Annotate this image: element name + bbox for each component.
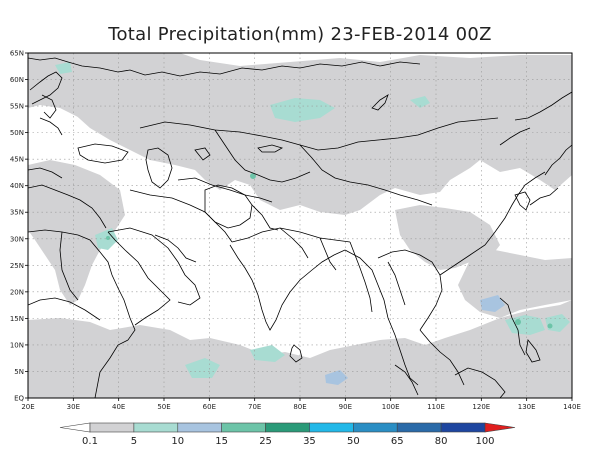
precip-patch — [106, 236, 110, 240]
colorbar-swatch — [265, 422, 310, 433]
precip-patch — [250, 345, 285, 362]
lat-tick-label: 5N — [14, 368, 24, 376]
colorbar: 0.1 5 10 15 25 35 50 65 80 100 — [59, 422, 516, 447]
lat-tick-label: 30N — [10, 235, 24, 243]
lon-tick-label: 80E — [293, 403, 306, 411]
precip-area-china — [395, 205, 500, 270]
colorbar-label: 80 — [435, 436, 448, 447]
lon-tick-label: 50E — [157, 403, 170, 411]
colorbar-over-triangle — [484, 422, 516, 433]
latitude-axis: EQ 5N 10N 15N 20N 25N 30N 35N 40N 45N 50N 55N 60N 65N — [10, 50, 28, 403]
longitude-axis: 20E 30E 40E 50E 60E 70E 80E 90E 100E 110E 120E 130E… — [21, 398, 581, 411]
lon-tick-label: 110E — [427, 403, 445, 411]
precip-patch — [547, 323, 553, 329]
coastlines — [28, 57, 572, 398]
precip-patch — [185, 358, 220, 378]
precip-patch — [515, 319, 521, 325]
precip-patch — [270, 98, 335, 122]
lat-tick-label: 50N — [10, 129, 24, 137]
colorbar-label: 50 — [347, 436, 360, 447]
lon-tick-label: 30E — [67, 403, 80, 411]
colorbar-label: 5 — [131, 436, 137, 447]
lat-tick-label: 40N — [10, 182, 24, 190]
precip-patch — [410, 96, 430, 108]
lon-tick-label: 90E — [339, 403, 352, 411]
precip-patch — [325, 370, 348, 385]
colorbar-label: 65 — [391, 436, 404, 447]
lat-tick-label: 20N — [10, 288, 24, 296]
lon-tick-label: 130E — [518, 403, 536, 411]
colorbar-swatch — [440, 422, 486, 433]
colorbar-under-triangle — [59, 422, 91, 433]
colorbar-swatch — [89, 422, 135, 433]
lat-tick-label: 65N — [10, 50, 24, 58]
precip-patch — [480, 295, 505, 312]
colorbar-swatch — [396, 422, 442, 433]
lat-tick-label: 35N — [10, 209, 24, 217]
precip-patch — [55, 62, 72, 74]
colorbar-label: 0.1 — [82, 436, 98, 447]
colorbar-swatch — [133, 422, 179, 433]
colorbar-swatch — [221, 422, 266, 433]
colorbar-label: 10 — [171, 436, 184, 447]
precip-area-scandinavia — [28, 53, 180, 150]
lat-tick-label: 10N — [10, 341, 24, 349]
lat-tick-label: 15N — [10, 315, 24, 323]
lat-tick-label: EQ — [14, 395, 24, 403]
colorbar-label: 100 — [475, 436, 494, 447]
lon-tick-label: 100E — [382, 403, 400, 411]
precip-area-mideast — [28, 160, 125, 305]
lat-tick-label: 45N — [10, 156, 24, 164]
lon-tick-label: 40E — [112, 403, 125, 411]
colorbar-label: 15 — [215, 436, 228, 447]
lon-tick-label: 70E — [248, 403, 261, 411]
lon-tick-label: 20E — [21, 403, 34, 411]
colorbar-label: 25 — [259, 436, 272, 447]
map-title: Total Precipitation(mm) 23-FEB-2014 00Z — [108, 24, 492, 45]
lon-tick-label: 140E — [563, 403, 581, 411]
colorbar-swatch — [309, 422, 354, 433]
colorbar-label: 35 — [303, 436, 316, 447]
lon-tick-label: 60E — [203, 403, 216, 411]
colorbar-swatch — [177, 422, 222, 433]
lat-tick-label: 55N — [10, 103, 24, 111]
lon-tick-label: 120E — [472, 403, 490, 411]
colorbar-swatch — [353, 422, 398, 433]
lat-tick-label: 25N — [10, 262, 24, 270]
lat-tick-label: 60N — [10, 76, 24, 84]
precip-patch — [505, 315, 545, 335]
